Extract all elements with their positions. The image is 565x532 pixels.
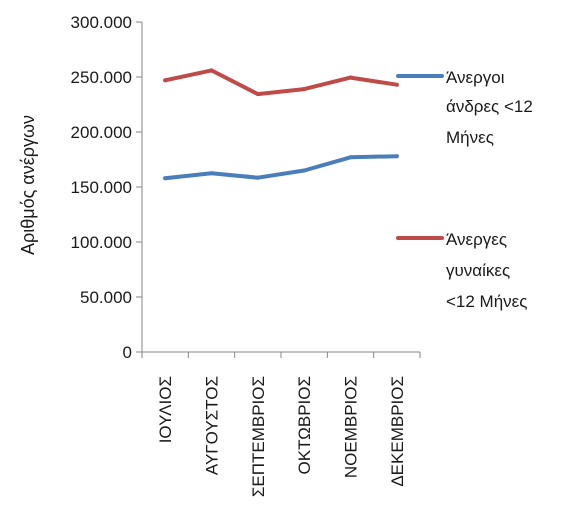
- x-tick-label: ΙΟΥΛΙΟΣ: [156, 376, 175, 443]
- legend-label: <12 Μήνες: [446, 292, 527, 311]
- legend-label: άνδρες <12: [446, 97, 533, 116]
- data-point: [163, 78, 168, 83]
- y-tick-label: 50.000: [80, 288, 132, 307]
- data-point: [255, 175, 260, 180]
- x-axis: ΙΟΥΛΙΟΣ ΑΥΓΟΥΣΤΟΣ ΣΕΠΤΕΜΒΡΙΟΣ ΟΚΤΩΒΡΙΟΣ ΝΟΕΜ…: [141, 351, 421, 497]
- y-tick-label: 150.000: [71, 178, 132, 197]
- series-line-2: [163, 68, 399, 97]
- data-point: [302, 87, 307, 92]
- x-tick-label: ΔΕΚΕΜΒΡΙΟΣ: [388, 376, 407, 487]
- series-line-1: [163, 154, 399, 181]
- y-axis: 0 50.000 100.000 150.000 200.000 250.000 300.0…: [71, 13, 143, 362]
- series-layer: [163, 68, 399, 181]
- x-tick-label: ΑΥΓΟΥΣΤΟΣ: [203, 376, 222, 475]
- y-axis-title: Αριθμός ανέργων: [18, 115, 38, 255]
- data-point: [209, 68, 214, 73]
- y-tick-label: 0: [123, 343, 132, 362]
- data-point: [394, 82, 399, 87]
- data-point: [348, 155, 353, 160]
- data-point: [209, 171, 214, 176]
- legend-entry-1: Άνεργοι άνδρες <12 Μήνες: [396, 68, 533, 147]
- data-point: [348, 75, 353, 80]
- data-point: [163, 176, 168, 181]
- y-tick-label: 200.000: [71, 123, 132, 142]
- y-tick-label: 300.000: [71, 13, 132, 32]
- data-point: [302, 168, 307, 173]
- y-tick-label: 100.000: [71, 233, 132, 252]
- x-tick-label: ΝΟΕΜΒΡΙΟΣ: [342, 376, 361, 478]
- legend-label: γυναίκες: [446, 261, 510, 280]
- data-point: [255, 92, 260, 97]
- data-point: [394, 154, 399, 159]
- x-tick-label: ΣΕΠΤΕΜΒΡΙΟΣ: [249, 376, 268, 497]
- legend-label: Μήνες: [446, 128, 494, 147]
- legend: Άνεργοι άνδρες <12 Μήνες Άνεργες γυναίκες <12…: [396, 68, 533, 311]
- legend-label: Άνεργες: [446, 230, 507, 249]
- x-tick-label: ΟΚΤΩΒΡΙΟΣ: [295, 376, 314, 474]
- legend-label: Άνεργοι: [446, 68, 505, 87]
- legend-entry-2: Άνεργες γυναίκες <12 Μήνες: [396, 230, 527, 311]
- y-tick-label: 250.000: [71, 68, 132, 87]
